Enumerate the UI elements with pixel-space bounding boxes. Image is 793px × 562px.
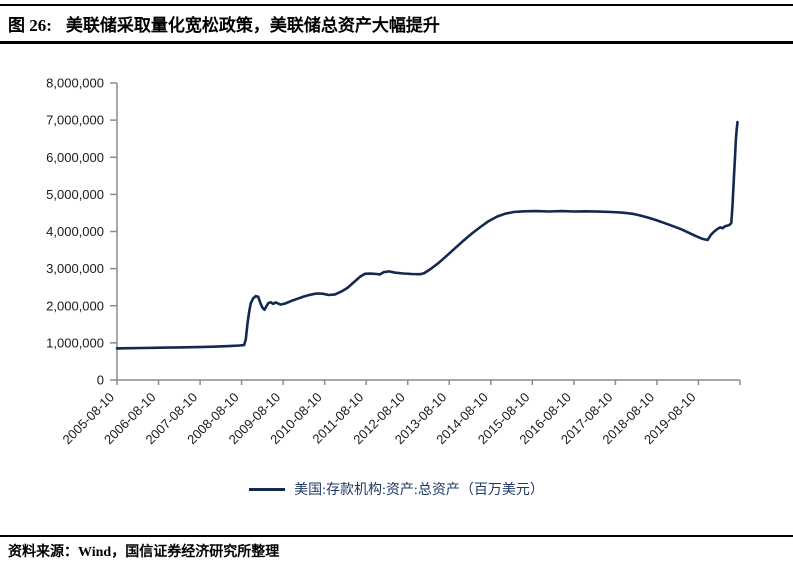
y-tick-label: 2,000,000: [46, 298, 104, 313]
figure-title-row: 图 26: 美联储采取量化宽松政策，美联储总资产大幅提升: [8, 11, 785, 36]
figure-number: 图 26:: [8, 16, 52, 35]
chart-legend: 美国:存款机构:资产:总资产（百万美元）: [0, 479, 793, 499]
source-note: 资料来源：Wind，国信证券经济研究所整理: [0, 535, 793, 561]
y-tick-label: 7,000,000: [46, 113, 104, 128]
legend-line-swatch: [249, 487, 286, 491]
series-line: [115, 120, 739, 350]
legend-label: 美国:存款机构:资产:总资产（百万美元）: [294, 483, 544, 498]
source-text: 资料来源：Wind，国信证券经济研究所整理: [8, 545, 280, 560]
y-tick-label: 1,000,000: [46, 335, 104, 350]
y-tick-label: 5,000,000: [46, 187, 104, 202]
figure-title: 美联储采取量化宽松政策，美联储总资产大幅提升: [65, 16, 440, 35]
y-tick-label: 3,000,000: [46, 261, 104, 276]
top-divider: [0, 4, 793, 6]
title-divider: [0, 41, 793, 44]
y-tick-label: 6,000,000: [46, 150, 104, 165]
y-tick-label: 4,000,000: [46, 224, 104, 239]
y-tick-label: 8,000,000: [46, 76, 104, 91]
y-tick-label: 0: [97, 373, 104, 388]
